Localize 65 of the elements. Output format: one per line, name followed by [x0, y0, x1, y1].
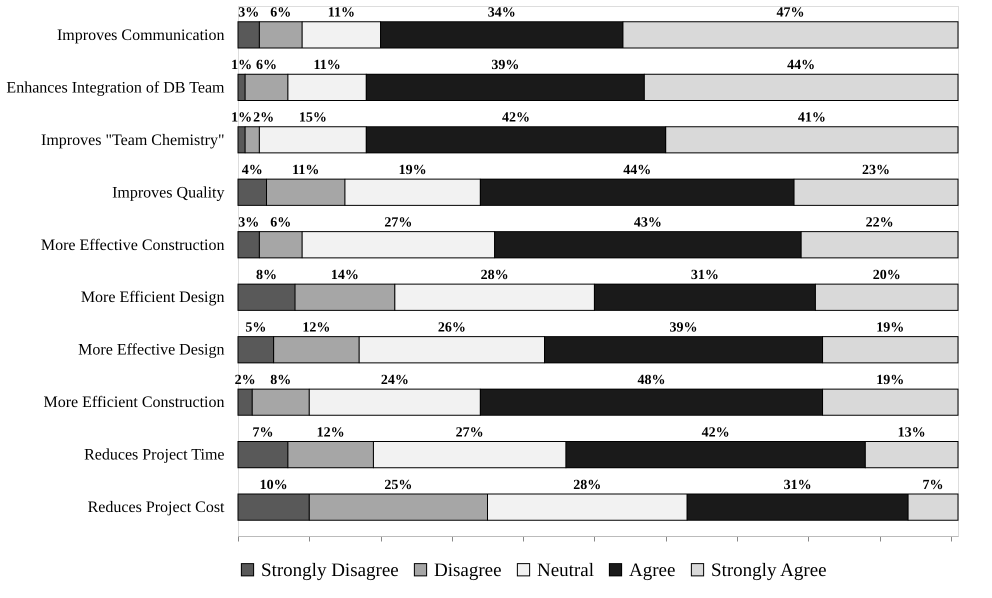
data-label: 11%: [292, 163, 320, 178]
y-tick-label: More Effective Design: [78, 342, 224, 359]
data-label: 11%: [328, 6, 355, 21]
data-label: 43%: [634, 216, 662, 231]
data-label: 47%: [776, 6, 804, 21]
data-label: 44%: [787, 58, 816, 74]
legend-label: Strongly Agree: [711, 560, 827, 581]
data-label: 2%: [234, 373, 256, 388]
data-label: 13%: [898, 426, 926, 441]
data-label: 42%: [502, 110, 530, 126]
data-label: 44%: [623, 163, 652, 178]
data-label: 31%: [784, 478, 812, 494]
data-label: 6%: [270, 216, 292, 231]
data-label: 27%: [384, 216, 412, 231]
legend-label: Agree: [629, 560, 676, 581]
data-label: 3%: [238, 216, 260, 231]
y-tick-label: More Efficient Construction: [44, 394, 224, 412]
data-label: 5%: [245, 320, 266, 336]
data-label: 1%: [231, 110, 252, 126]
data-label: 6%: [256, 58, 278, 74]
data-label: 25%: [384, 478, 412, 494]
y-tick-label: Improves Quality: [112, 184, 224, 202]
data-label: 27%: [456, 426, 484, 441]
y-tick-label: Reduces Project Time: [84, 446, 224, 464]
data-label: 7%: [252, 426, 274, 441]
data-label: 26%: [438, 320, 466, 336]
data-label: 20%: [872, 268, 901, 284]
data-label: 24%: [380, 373, 409, 388]
data-label: 11%: [313, 58, 341, 74]
data-label: 22%: [866, 216, 894, 231]
data-label: 15%: [298, 110, 327, 126]
y-tick-label: More Effective Construction: [40, 236, 224, 254]
y-tick-label: More Efficient Design: [80, 289, 224, 306]
data-label: 8%: [256, 268, 278, 284]
data-label: 3%: [238, 6, 260, 21]
data-label: 12%: [302, 320, 330, 336]
y-tick-label: Enhances Integration of DB Team: [6, 79, 226, 96]
data-label: 6%: [270, 6, 292, 21]
data-label: 19%: [876, 373, 904, 388]
y-tick-label: Reduces Project Cost: [88, 499, 226, 516]
data-label: 2%: [253, 110, 274, 126]
data-label: 42%: [702, 426, 730, 441]
data-label: 1%: [231, 58, 252, 74]
legend-label: Strongly Disagree: [261, 560, 399, 581]
data-label: 19%: [398, 163, 427, 178]
data-label: 4%: [242, 163, 263, 178]
data-label: 23%: [862, 163, 890, 178]
data-label: 8%: [270, 373, 292, 388]
data-label: 12%: [316, 426, 345, 441]
y-tick-label: Improves Communication: [56, 26, 224, 44]
data-label: 19%: [876, 320, 904, 336]
data-label: 10%: [260, 478, 288, 494]
data-label: 7%: [922, 478, 944, 494]
data-label: 28%: [480, 268, 509, 284]
data-label: 14%: [330, 268, 359, 284]
data-label: 39%: [670, 320, 698, 336]
legend-label: Disagree: [434, 560, 502, 581]
data-label: 31%: [690, 268, 719, 284]
data-label: 34%: [488, 6, 516, 21]
data-label: 39%: [491, 58, 520, 74]
data-label: 41%: [798, 110, 826, 126]
data-label: 28%: [573, 478, 602, 494]
legend-label: Neutral: [537, 560, 594, 581]
data-label: 48%: [637, 373, 666, 388]
y-tick-label: Improves "Team Chemistry": [41, 132, 224, 149]
